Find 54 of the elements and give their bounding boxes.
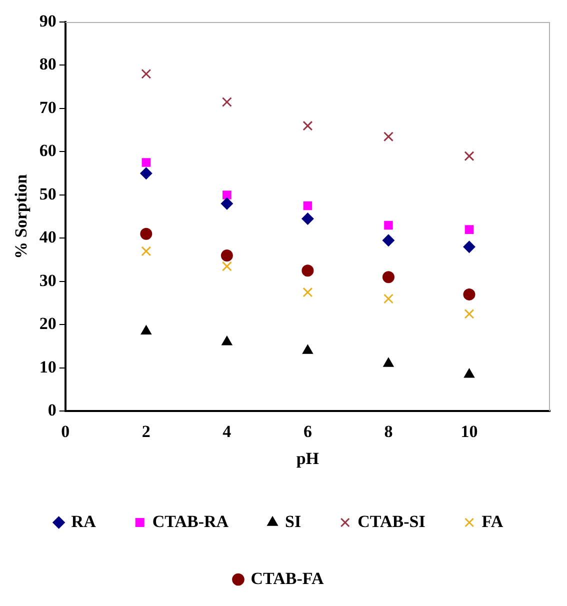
legend-label: FA [482,512,504,531]
point [303,201,312,210]
y-tick-label: 80 [39,54,56,74]
x-tick-label: 6 [303,422,312,441]
y-tick-label: 50 [39,184,56,204]
legend-label: CTAB-FA [250,568,324,588]
y-tick-label: 20 [39,314,56,334]
point [302,287,313,298]
point [302,264,314,277]
y-tick-label: 40 [39,228,56,247]
point [464,308,474,319]
y-tick-label: 10 [39,357,56,376]
point [463,240,476,253]
point [140,325,152,334]
point [302,344,313,354]
y-axis-title: % Sorption [12,174,31,259]
point [220,198,233,210]
point [302,212,314,225]
x-axis-title: pH [296,449,320,468]
x-tick-label: 8 [384,422,393,441]
point [222,261,232,272]
point [382,271,394,284]
legend-label: RA [71,512,97,531]
y-tick-label: 90 [39,11,56,30]
point [141,68,152,79]
point [384,220,393,230]
point [383,294,394,304]
point [220,250,233,262]
legend-label: CTAB-RA [152,512,230,531]
x-tick-label: 0 [61,422,70,441]
x-tick-label: 4 [222,422,232,441]
legend-label: CTAB-SI [358,512,426,531]
point [222,190,232,200]
point [383,358,394,367]
point [464,151,474,162]
point [382,234,394,246]
y-tick-label: 70 [39,98,56,117]
point [463,288,476,300]
point [464,368,474,378]
point [141,246,152,256]
point [222,336,232,346]
point [464,225,474,234]
legend-label: SI [285,512,302,531]
y-tick-label: 0 [48,400,56,420]
point [142,158,151,167]
y-tick-label: 30 [39,270,56,290]
point [383,132,394,142]
x-tick-label: 10 [460,422,478,441]
point [222,97,232,107]
point [302,120,313,131]
point [140,167,152,180]
x-tick-label: 2 [142,422,150,441]
point [140,228,152,240]
y-tick-label: 60 [39,141,56,160]
